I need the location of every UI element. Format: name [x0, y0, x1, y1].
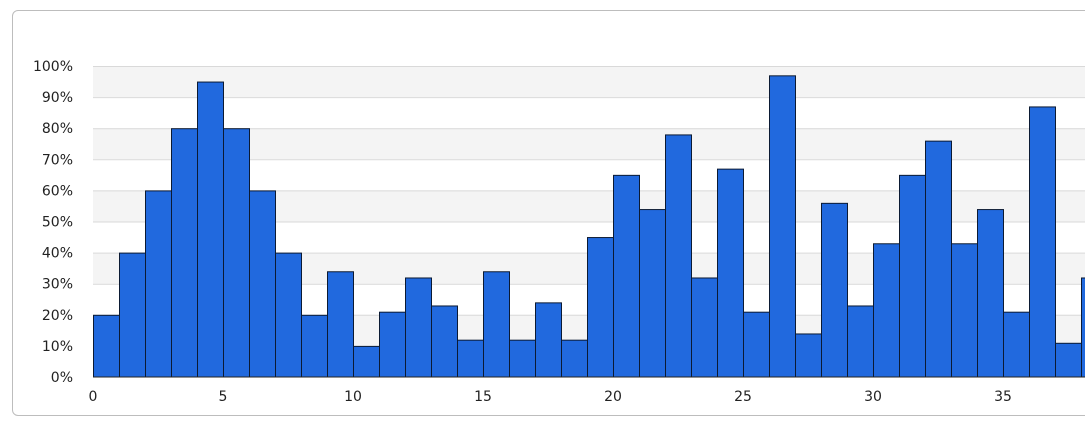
y-tick-label: 50% — [42, 215, 73, 231]
bar — [93, 314, 120, 378]
bar — [223, 128, 250, 378]
bar — [613, 174, 640, 378]
bar — [301, 314, 328, 378]
bar — [587, 237, 614, 378]
bar — [691, 277, 718, 378]
bar — [405, 277, 432, 378]
bar — [1055, 342, 1082, 378]
x-tick-label: 25 — [734, 389, 752, 405]
y-tick-label: 90% — [42, 90, 73, 106]
bar — [1081, 277, 1085, 378]
y-tick-label: 80% — [42, 121, 73, 137]
x-tick-label: 15 — [474, 389, 492, 405]
bar — [821, 202, 848, 378]
bar — [145, 190, 172, 378]
bar — [535, 302, 562, 378]
y-axis-ticks: 0% 10% 20% 30% 40% 50% 60% 70% 80% 90% 100% — [33, 59, 73, 386]
grid-band — [93, 66, 1085, 98]
bars — [93, 75, 1085, 378]
x-tick-label: 10 — [344, 389, 362, 405]
x-tick-label: 0 — [89, 389, 98, 405]
bar — [1003, 311, 1030, 378]
bar — [327, 271, 354, 378]
bar — [743, 311, 770, 378]
bar — [951, 243, 978, 378]
bar — [483, 271, 510, 378]
grid-band — [93, 128, 1085, 160]
bar — [561, 339, 588, 378]
bar — [431, 305, 458, 378]
bar — [249, 190, 276, 378]
bar — [379, 311, 406, 378]
x-axis-ticks: 0 5 10 15 20 25 30 35 — [89, 389, 1012, 405]
bar — [977, 209, 1004, 378]
bar — [353, 345, 380, 378]
bar — [457, 339, 484, 378]
x-tick-label: 20 — [604, 389, 622, 405]
y-tick-label: 60% — [42, 183, 73, 199]
bar — [847, 305, 874, 378]
bar — [1029, 106, 1056, 378]
bar — [197, 81, 224, 378]
y-tick-label: 30% — [42, 277, 73, 293]
bar — [795, 333, 822, 378]
bar — [639, 209, 666, 378]
x-tick-label: 30 — [864, 389, 882, 405]
y-tick-label: 20% — [42, 308, 73, 324]
y-tick-label: 100% — [33, 59, 73, 75]
bar — [769, 75, 796, 378]
bar — [873, 243, 900, 378]
bar — [899, 174, 926, 378]
x-tick-label: 35 — [994, 389, 1012, 405]
bar — [925, 140, 952, 378]
bar — [717, 168, 744, 378]
bar — [665, 134, 692, 378]
bar — [275, 252, 302, 378]
y-tick-label: 40% — [42, 246, 73, 262]
y-tick-label: 0% — [51, 370, 73, 386]
x-tick-label: 5 — [219, 389, 228, 405]
bar — [509, 339, 536, 378]
y-tick-label: 70% — [42, 152, 73, 168]
bar — [171, 128, 198, 378]
y-tick-label: 10% — [42, 339, 73, 355]
bar — [119, 252, 146, 378]
